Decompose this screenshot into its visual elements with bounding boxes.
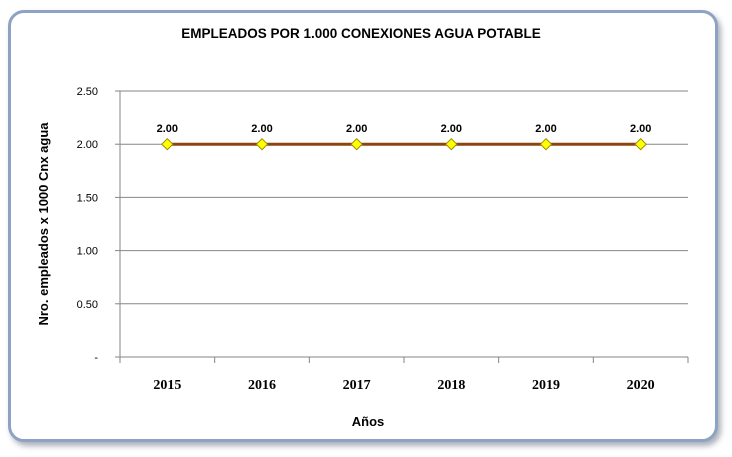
chart-frame bbox=[8, 10, 718, 442]
data-point-marker bbox=[445, 137, 458, 151]
y-tick-label: 1.50 bbox=[77, 192, 98, 204]
x-tick-label: 2016 bbox=[248, 378, 276, 393]
data-point-marker bbox=[161, 137, 174, 151]
x-axis: 2015 2016 2017 2018 2019 2020 bbox=[119, 91, 689, 393]
y-axis-title: Nro. empleados x 1000 Cnx agua bbox=[36, 122, 51, 326]
chart-title: EMPLEADOS POR 1.000 CONEXIONES AGUA POTA… bbox=[181, 26, 541, 41]
x-axis-title: Años bbox=[352, 414, 385, 429]
x-tick-label: 2019 bbox=[532, 378, 560, 393]
y-tick-label: 2.00 bbox=[77, 139, 98, 151]
y-tick-label: 1.00 bbox=[77, 246, 98, 258]
x-tick-label: 2017 bbox=[343, 378, 371, 393]
x-tick-label: 2015 bbox=[153, 378, 181, 393]
data-label: 2.00 bbox=[630, 123, 651, 135]
y-tick-label: 0.50 bbox=[77, 299, 98, 311]
data-label: 2.00 bbox=[441, 123, 462, 135]
data-label: 2.00 bbox=[251, 123, 272, 135]
x-tick-label: 2018 bbox=[437, 378, 465, 393]
data-point-marker bbox=[255, 137, 269, 151]
y-tick-label: 2.50 bbox=[77, 86, 98, 98]
series-group: 2.00 2.00 2.00 2.00 2.00 2.00 bbox=[157, 123, 651, 151]
gridlines bbox=[120, 90, 688, 305]
data-label: 2.00 bbox=[157, 123, 178, 135]
y-axis-ticks: - 0.50 1.00 1.50 2.00 2.50 bbox=[77, 86, 120, 364]
data-point-marker bbox=[634, 137, 647, 151]
data-label: 2.00 bbox=[346, 123, 367, 135]
data-label: 2.00 bbox=[535, 123, 556, 135]
data-point-marker bbox=[539, 137, 553, 151]
data-point-marker bbox=[350, 137, 363, 151]
x-tick-label: 2020 bbox=[627, 378, 655, 393]
y-tick-label: - bbox=[94, 352, 98, 364]
